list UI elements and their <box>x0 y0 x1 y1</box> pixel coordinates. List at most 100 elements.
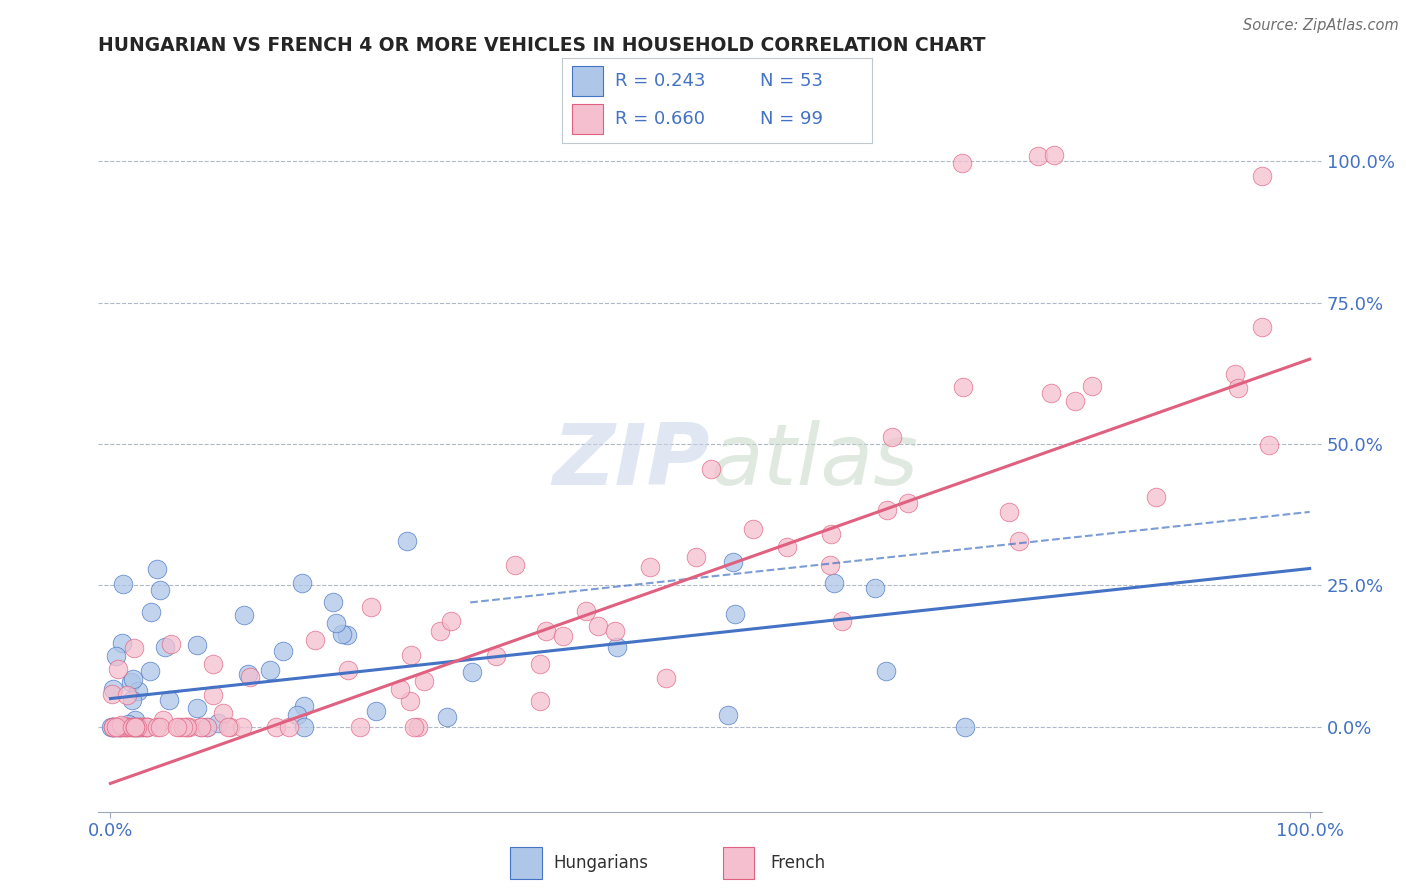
Point <box>1144 490 1167 504</box>
Point <box>1251 169 1274 183</box>
Point <box>399 648 422 662</box>
Point <box>529 694 551 708</box>
Point <box>436 710 458 724</box>
Text: R = 0.243: R = 0.243 <box>614 72 706 90</box>
Point <box>127 684 149 698</box>
Point <box>139 664 162 678</box>
Point <box>820 558 842 572</box>
Point <box>101 720 124 734</box>
Point <box>655 671 678 685</box>
Point <box>160 637 183 651</box>
Point <box>485 648 508 663</box>
Point <box>304 633 326 648</box>
Point <box>404 720 426 734</box>
Point <box>292 698 315 713</box>
Point <box>141 605 163 619</box>
Point <box>231 720 253 734</box>
Text: HUNGARIAN VS FRENCH 4 OR MORE VEHICLES IN HOUSEHOLD CORRELATION CHART: HUNGARIAN VS FRENCH 4 OR MORE VEHICLES I… <box>98 36 986 54</box>
Point <box>121 720 143 734</box>
Point <box>115 720 138 734</box>
Point <box>132 720 155 734</box>
Point <box>505 558 527 572</box>
Point <box>1040 385 1063 400</box>
Point <box>897 496 920 510</box>
Point <box>273 644 295 658</box>
Point <box>108 720 131 734</box>
Point <box>167 720 190 734</box>
Text: atlas: atlas <box>710 419 918 502</box>
Point <box>149 720 172 734</box>
Point <box>1063 394 1085 409</box>
Point <box>399 694 422 708</box>
Point <box>349 720 371 734</box>
Point <box>440 614 463 628</box>
Point <box>114 720 136 734</box>
Point <box>412 673 434 688</box>
Point <box>101 720 124 734</box>
Point <box>551 629 574 643</box>
Point <box>202 689 225 703</box>
Point <box>264 720 287 734</box>
Point <box>1226 381 1249 395</box>
Point <box>1028 148 1050 162</box>
Point <box>360 599 382 614</box>
Point <box>110 718 132 732</box>
Point <box>128 720 150 734</box>
Point <box>1223 367 1246 381</box>
Point <box>285 708 308 723</box>
Point <box>195 720 218 734</box>
Point <box>186 638 208 652</box>
Text: R = 0.660: R = 0.660 <box>614 110 704 128</box>
Point <box>876 503 898 517</box>
Point <box>330 627 353 641</box>
Point <box>121 720 143 734</box>
Point <box>603 624 626 638</box>
Point <box>575 604 598 618</box>
Point <box>742 522 765 536</box>
Point <box>101 720 124 734</box>
Point <box>586 619 609 633</box>
Text: Hungarians: Hungarians <box>554 854 648 872</box>
Point <box>685 550 707 565</box>
Point <box>111 720 134 734</box>
Point <box>1043 148 1066 162</box>
Point <box>111 636 134 650</box>
Point <box>172 720 194 734</box>
Point <box>103 720 125 734</box>
Point <box>108 720 131 734</box>
Point <box>104 648 127 663</box>
Point <box>1080 379 1102 393</box>
Point <box>950 156 973 170</box>
Point <box>121 720 143 734</box>
Point <box>107 662 129 676</box>
Point <box>152 713 174 727</box>
Point <box>217 720 239 734</box>
Point <box>721 554 744 568</box>
Point <box>117 720 139 734</box>
Point <box>149 582 172 597</box>
Point <box>129 720 152 734</box>
Text: N = 53: N = 53 <box>761 72 824 90</box>
Point <box>388 681 411 696</box>
Point <box>278 720 301 734</box>
Point <box>259 663 281 677</box>
Point <box>104 720 127 734</box>
Bar <box>572 103 603 134</box>
Point <box>120 675 142 690</box>
Point <box>190 720 212 734</box>
Point <box>125 720 148 734</box>
Point <box>146 720 169 734</box>
Point <box>201 657 224 671</box>
Point <box>207 716 229 731</box>
Point <box>176 720 198 734</box>
Point <box>1250 319 1272 334</box>
Point <box>1258 438 1281 452</box>
Point <box>823 576 845 591</box>
Point <box>136 720 159 734</box>
Point <box>125 720 148 734</box>
Point <box>122 640 145 655</box>
Point <box>325 616 347 631</box>
Point <box>408 720 430 734</box>
Point <box>292 720 315 734</box>
Point <box>534 624 557 639</box>
